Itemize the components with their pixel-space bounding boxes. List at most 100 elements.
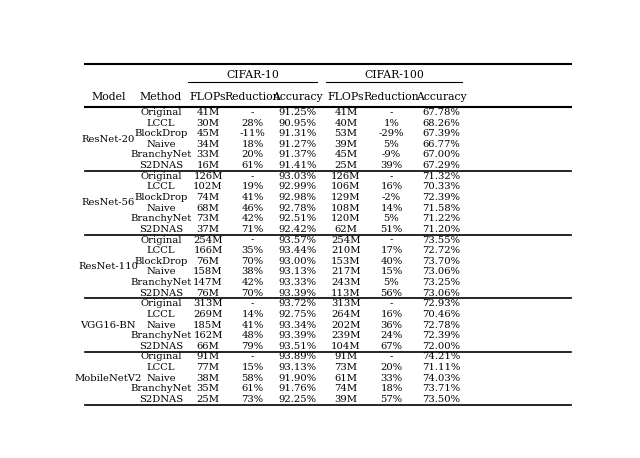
- Text: 93.13%: 93.13%: [278, 363, 316, 372]
- Text: 217M: 217M: [331, 267, 360, 277]
- Text: 35M: 35M: [196, 384, 220, 393]
- Text: 93.33%: 93.33%: [278, 278, 316, 287]
- Text: 15%: 15%: [241, 363, 264, 372]
- Text: 41M: 41M: [334, 108, 358, 117]
- Text: 61%: 61%: [241, 161, 264, 170]
- Text: ResNet-110: ResNet-110: [78, 262, 138, 271]
- Text: LCCL: LCCL: [147, 119, 175, 128]
- Text: 72.78%: 72.78%: [422, 321, 460, 330]
- Text: 56%: 56%: [381, 289, 403, 298]
- Text: 129M: 129M: [331, 193, 360, 202]
- Text: 71.11%: 71.11%: [422, 363, 460, 372]
- Text: 91.76%: 91.76%: [278, 384, 316, 393]
- Text: 74.03%: 74.03%: [422, 374, 460, 383]
- Text: -: -: [251, 235, 254, 245]
- Text: 72.39%: 72.39%: [422, 331, 460, 340]
- Text: 70%: 70%: [241, 257, 264, 266]
- Text: CIFAR-100: CIFAR-100: [364, 70, 424, 80]
- Text: 19%: 19%: [241, 182, 264, 191]
- Text: 92.25%: 92.25%: [278, 395, 316, 404]
- Text: 25M: 25M: [334, 161, 357, 170]
- Text: 91.31%: 91.31%: [278, 129, 316, 138]
- Text: 70.33%: 70.33%: [422, 182, 460, 191]
- Text: 93.89%: 93.89%: [278, 353, 316, 361]
- Text: -: -: [390, 353, 393, 361]
- Text: Naive: Naive: [146, 267, 175, 277]
- Text: 92.78%: 92.78%: [278, 204, 316, 213]
- Text: 36%: 36%: [381, 321, 403, 330]
- Text: S2DNAS: S2DNAS: [139, 289, 183, 298]
- Text: 51%: 51%: [380, 225, 403, 234]
- Text: 92.99%: 92.99%: [278, 182, 316, 191]
- Text: MobileNetV2: MobileNetV2: [75, 374, 142, 383]
- Text: 92.51%: 92.51%: [278, 214, 316, 223]
- Text: 5%: 5%: [383, 278, 399, 287]
- Text: 14%: 14%: [380, 204, 403, 213]
- Text: 158M: 158M: [193, 267, 223, 277]
- Text: 71.58%: 71.58%: [422, 204, 460, 213]
- Text: 254M: 254M: [193, 235, 223, 245]
- Text: 5%: 5%: [383, 140, 399, 149]
- Text: 33%: 33%: [380, 374, 403, 383]
- Text: LCCL: LCCL: [147, 246, 175, 255]
- Text: 92.42%: 92.42%: [278, 225, 316, 234]
- Text: LCCL: LCCL: [147, 363, 175, 372]
- Text: 102M: 102M: [193, 182, 223, 191]
- Text: 126M: 126M: [331, 172, 360, 181]
- Text: -: -: [251, 172, 254, 181]
- Text: 76M: 76M: [196, 257, 220, 266]
- Text: 153M: 153M: [331, 257, 360, 266]
- Text: 93.44%: 93.44%: [278, 246, 316, 255]
- Text: 33M: 33M: [196, 151, 220, 159]
- Text: FLOPs: FLOPs: [189, 92, 226, 102]
- Text: 70%: 70%: [241, 289, 264, 298]
- Text: 93.72%: 93.72%: [278, 300, 316, 308]
- Text: Accuracy: Accuracy: [416, 92, 467, 102]
- Text: Original: Original: [140, 353, 182, 361]
- Text: 34M: 34M: [196, 140, 220, 149]
- Text: 16%: 16%: [380, 182, 403, 191]
- Text: 113M: 113M: [331, 289, 361, 298]
- Text: 66.77%: 66.77%: [422, 140, 460, 149]
- Text: 68M: 68M: [196, 204, 220, 213]
- Text: 254M: 254M: [331, 235, 360, 245]
- Text: -: -: [390, 108, 393, 117]
- Text: 58%: 58%: [241, 374, 264, 383]
- Text: 14%: 14%: [241, 310, 264, 319]
- Text: S2DNAS: S2DNAS: [139, 225, 183, 234]
- Text: Reduction: Reduction: [225, 92, 280, 102]
- Text: 16M: 16M: [196, 161, 220, 170]
- Text: 20%: 20%: [241, 151, 264, 159]
- Text: 48%: 48%: [241, 331, 264, 340]
- Text: 147M: 147M: [193, 278, 223, 287]
- Text: 18%: 18%: [241, 140, 264, 149]
- Text: 93.13%: 93.13%: [278, 267, 316, 277]
- Text: 74M: 74M: [196, 193, 220, 202]
- Text: 15%: 15%: [380, 267, 403, 277]
- Text: 91.41%: 91.41%: [278, 161, 316, 170]
- Text: 37M: 37M: [196, 225, 220, 234]
- Text: BlockDrop: BlockDrop: [134, 129, 188, 138]
- Text: Method: Method: [140, 92, 182, 102]
- Text: 66M: 66M: [196, 342, 220, 351]
- Text: 30M: 30M: [196, 119, 220, 128]
- Text: 61%: 61%: [241, 384, 264, 393]
- Text: 53M: 53M: [334, 129, 357, 138]
- Text: 18%: 18%: [380, 384, 403, 393]
- Text: 57%: 57%: [380, 395, 403, 404]
- Text: -: -: [251, 300, 254, 308]
- Text: 24%: 24%: [380, 331, 403, 340]
- Text: 93.39%: 93.39%: [278, 331, 316, 340]
- Text: 1%: 1%: [383, 119, 399, 128]
- Text: 76M: 76M: [196, 289, 220, 298]
- Text: S2DNAS: S2DNAS: [139, 342, 183, 351]
- Text: 73.55%: 73.55%: [422, 235, 460, 245]
- Text: 239M: 239M: [331, 331, 360, 340]
- Text: BlockDrop: BlockDrop: [134, 257, 188, 266]
- Text: 41%: 41%: [241, 193, 264, 202]
- Text: VGG16-BN: VGG16-BN: [81, 321, 136, 330]
- Text: LCCL: LCCL: [147, 310, 175, 319]
- Text: 104M: 104M: [331, 342, 361, 351]
- Text: BranchyNet: BranchyNet: [130, 278, 191, 287]
- Text: 77M: 77M: [196, 363, 220, 372]
